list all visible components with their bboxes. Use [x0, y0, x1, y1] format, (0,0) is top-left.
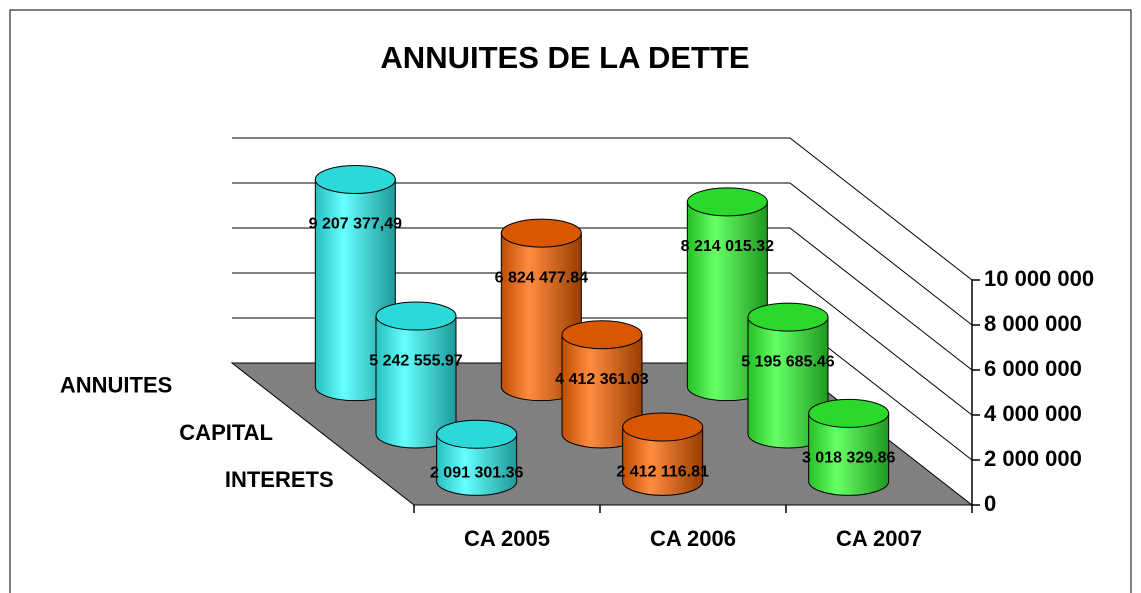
- cylinder: [808, 398, 890, 496]
- y-tick-label: 0: [984, 491, 996, 516]
- cylinder-body: [436, 433, 518, 496]
- cylinder-top: [686, 187, 768, 217]
- y-tick-label: 8 000 000: [984, 311, 1082, 336]
- value-label: 8 214 015.32: [681, 238, 775, 255]
- value-label: 4 412 361.03: [555, 371, 649, 388]
- grid-line: [232, 227, 973, 371]
- grid-line: [232, 272, 973, 416]
- cylinder-body: [622, 426, 704, 496]
- value-label: 6 824 477.84: [495, 269, 589, 286]
- cylinder-top: [436, 419, 518, 449]
- cylinder-top: [747, 302, 829, 332]
- y-tick-label: 6 000 000: [984, 356, 1082, 381]
- value-label: 2 091 301.36: [430, 465, 524, 482]
- value-label: 9 207 377,49: [309, 216, 403, 233]
- chart-title: ANNUITES DE LA DETTE: [380, 40, 749, 75]
- grid-line: [232, 182, 973, 326]
- value-label: 3 018 329.86: [802, 450, 896, 467]
- value-label: 5 242 555.97: [369, 352, 463, 369]
- cylinder-body: [808, 412, 890, 496]
- cylinder: [686, 187, 768, 402]
- cylinder: [622, 412, 704, 496]
- cylinder: [375, 301, 457, 449]
- cylinder: [747, 302, 829, 449]
- cylinder: [314, 165, 396, 402]
- x-tick-label: CA 2007: [836, 526, 922, 551]
- cylinder: [436, 419, 518, 496]
- cylinder-top: [808, 398, 890, 428]
- x-tick-label: CA 2005: [464, 526, 550, 551]
- cylinder-top: [500, 218, 582, 248]
- value-label: 5 195 685.46: [741, 353, 835, 370]
- grid-line: [232, 137, 973, 281]
- y-tick-label: 2 000 000: [984, 446, 1082, 471]
- cylinder-top: [622, 412, 704, 442]
- cylinder: [500, 218, 582, 402]
- cylinder-top: [561, 320, 643, 350]
- cylinder: [561, 320, 643, 449]
- x-tick-label: CA 2006: [650, 526, 736, 551]
- y-tick-label: 10 000 000: [984, 266, 1094, 291]
- series-label: INTERETS: [225, 467, 334, 492]
- series-label: CAPITAL: [179, 420, 273, 445]
- cylinder-top: [375, 301, 457, 331]
- y-tick-label: 4 000 000: [984, 401, 1082, 426]
- cylinder-top: [314, 165, 396, 195]
- value-label: 2 412 116.81: [616, 463, 709, 480]
- series-label: ANNUITES: [60, 372, 172, 397]
